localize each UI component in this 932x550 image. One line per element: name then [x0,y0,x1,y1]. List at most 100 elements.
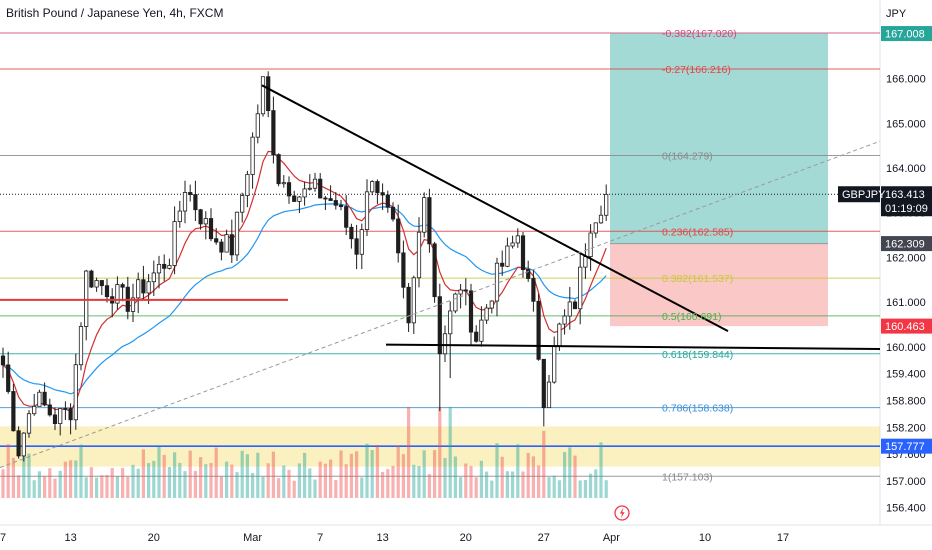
candle [203,211,208,240]
volume-bar [32,480,36,498]
target-price-badge: 167.008 [881,26,932,42]
candle-body [302,188,307,198]
time-axis-labels[interactable]: 7 13 20 Mar 7 13 20 27 Apr 10 17 [0,532,789,544]
fib-trend-dashed-line[interactable] [0,140,881,468]
candle [208,208,214,242]
volume-bar [511,471,515,498]
candle [0,347,6,378]
candle-body [552,345,557,383]
candle [484,304,489,324]
level-price-badge-bg [881,438,932,454]
time-tick-label: 13 [376,532,388,544]
fib-level-label: 0.786(158.638) [662,403,733,415]
candle [338,199,344,211]
volume-bar [355,451,359,498]
candle-body [42,391,47,406]
horizontal-support-line[interactable] [385,343,881,351]
candle-body [68,408,73,421]
candle-body [427,197,432,245]
volume-bar [48,468,52,498]
candle-body [84,270,89,327]
symbol-badge: GBPJPY [838,186,886,203]
volume-bar [266,463,270,498]
candle [130,283,136,323]
candle-body [193,194,198,211]
candle [63,401,68,421]
candle-body [188,192,193,195]
volume-bar [386,469,390,498]
candle-body [588,232,593,258]
candle [78,322,84,371]
last-price-bg [881,186,932,217]
candle-body [37,391,42,407]
alert-icon[interactable] [614,505,630,521]
volume-bar [370,450,374,498]
volume-bar [360,477,364,498]
volume-bar [230,464,234,498]
candle [11,383,16,432]
candle-body [546,381,552,409]
volume-bar [469,466,473,498]
candle [255,104,260,144]
candle [598,205,604,224]
candle [177,200,182,228]
volume-bar [583,480,587,498]
candle [94,277,99,292]
volume-bar [594,469,598,498]
candle-body [146,281,151,294]
volume-bar [121,468,125,498]
candle-body [344,206,349,228]
candle [21,432,26,462]
volume-bar [225,461,229,498]
time-tick-label: 17 [777,532,789,544]
candle-body [458,289,463,295]
candle-body [562,315,567,325]
candle-body [312,178,318,189]
candle-body [510,242,515,247]
stop-loss-zone[interactable] [610,243,828,327]
descending-trendline[interactable] [261,84,729,333]
volume-bar [1,469,5,498]
volume-bar [453,456,457,498]
volume-bar [448,406,452,498]
candle-body [245,174,250,196]
price-tick-label: 158.800 [886,395,926,407]
candle-body [141,279,146,294]
candle [281,175,286,188]
candle-body [541,358,546,409]
time-tick-label: 20 [148,532,160,544]
candle [47,398,52,417]
candle-body [151,272,156,283]
candle [250,132,255,189]
candle [354,224,359,270]
price-tick-label: 164.000 [886,163,926,175]
candle [318,173,323,199]
candle-body [479,319,484,342]
volume-bar [199,457,203,498]
candle-body [104,285,110,298]
volume-bar [303,452,307,498]
candle-body [208,218,214,240]
volume-bar [334,480,338,498]
candle [307,174,312,191]
candle [68,403,73,435]
volume-bar [568,447,572,498]
candle [297,196,302,214]
drawings-layer[interactable] [0,84,881,468]
volume-bar [344,464,348,498]
candle [359,223,364,270]
candle-body [442,333,448,355]
price-tick-label: 162.000 [886,252,926,264]
volume-bar [464,463,468,498]
candle-body [526,269,531,279]
volume-bar [417,465,421,498]
candle-body [292,195,297,202]
candle [422,192,427,238]
level-price-badge: 157.777 [881,438,932,454]
entry-price-badge-text: 162.309 [885,239,925,251]
price-scale-pane[interactable] [880,0,932,550]
candle [364,179,370,237]
volume-bar [58,470,62,498]
candle [411,275,416,334]
